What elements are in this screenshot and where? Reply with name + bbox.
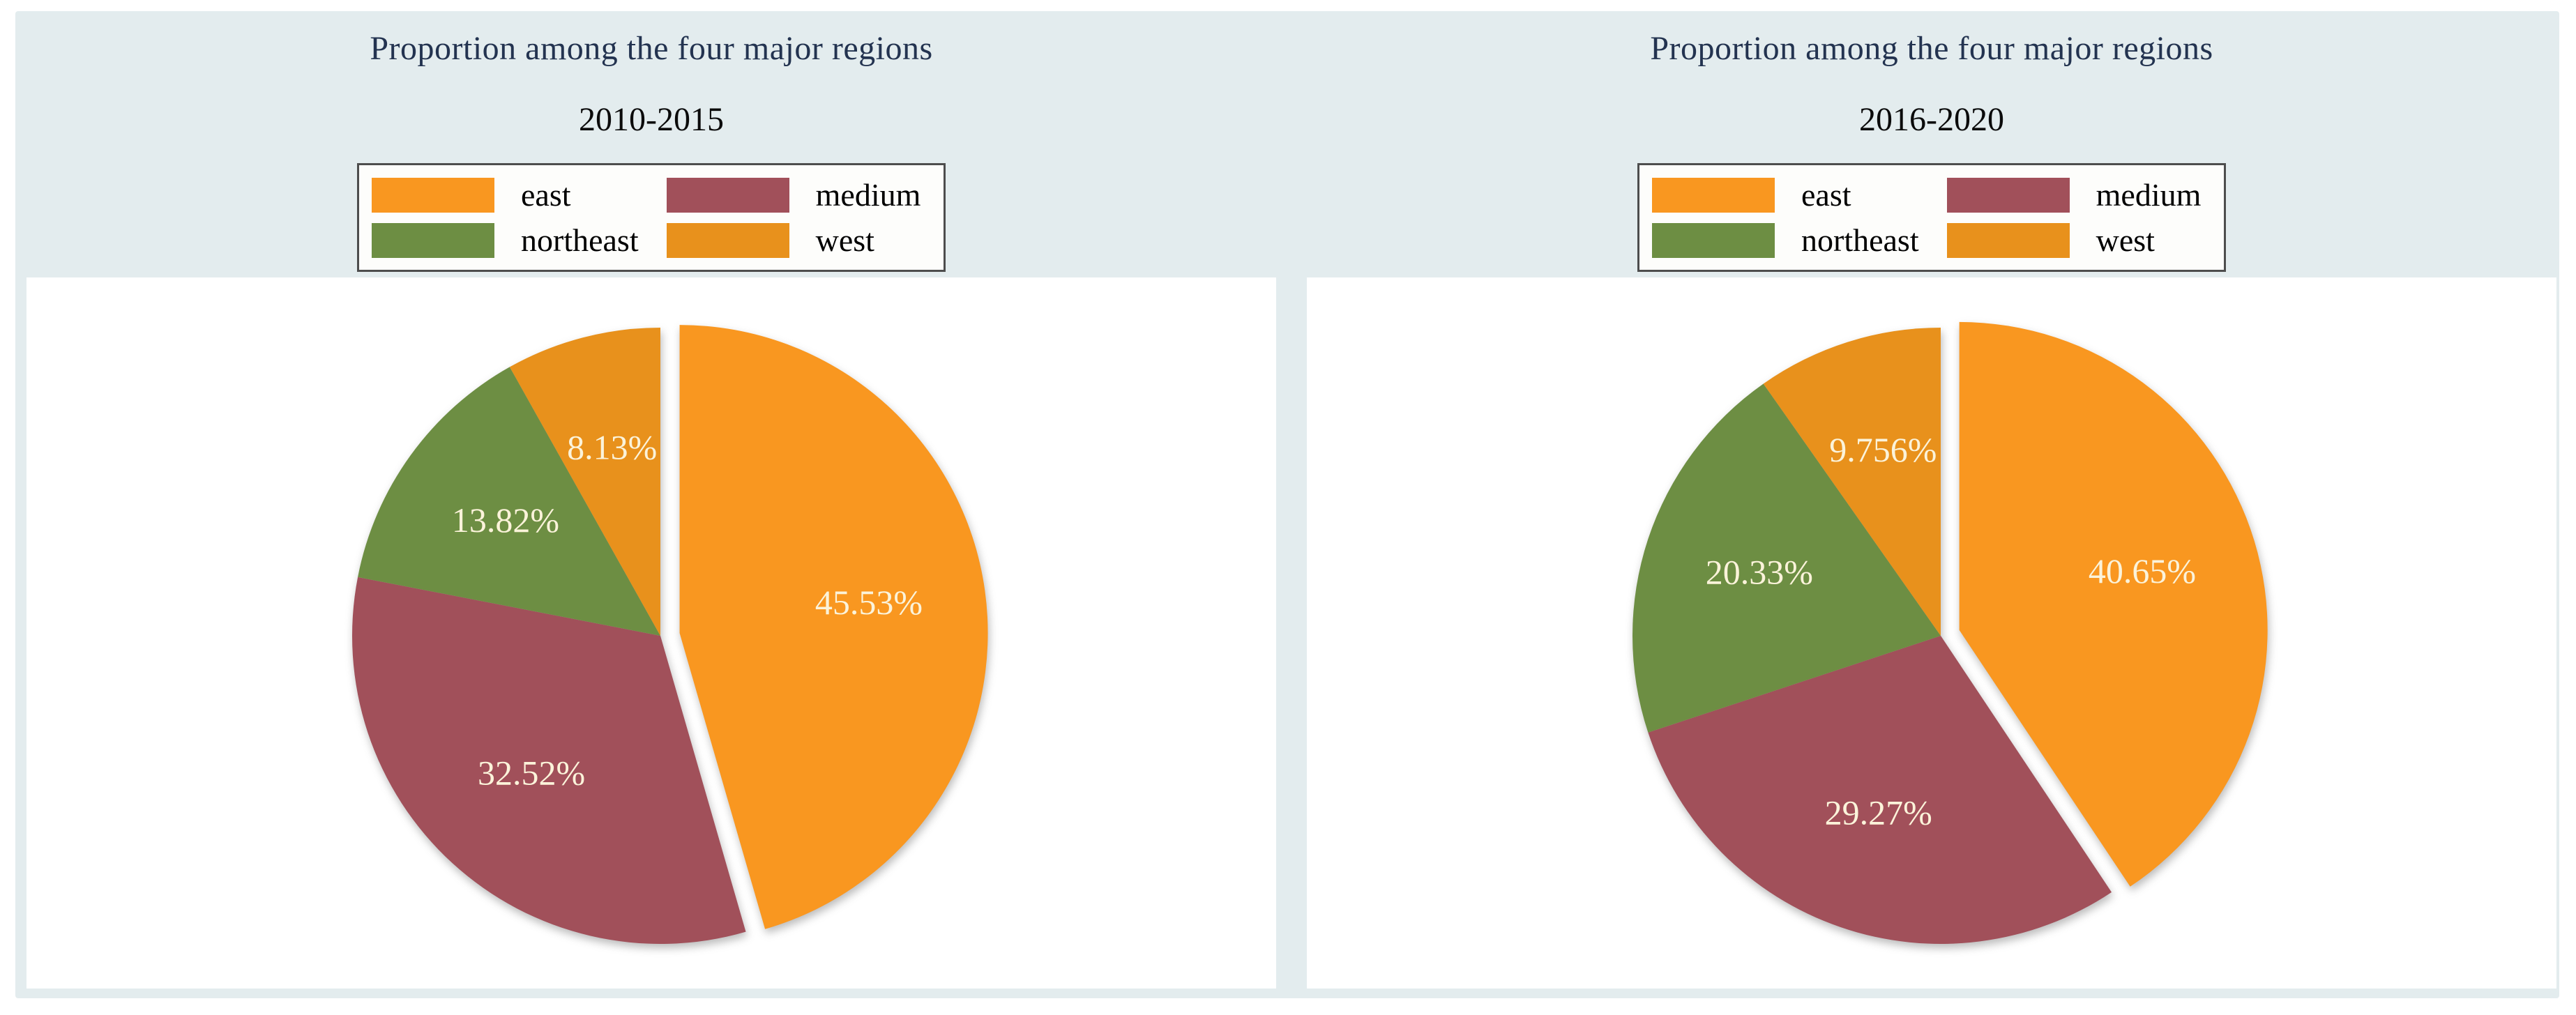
pct-label-west: 8.13% xyxy=(567,427,657,466)
pie-slice-northeast xyxy=(358,367,660,636)
pie-slice-northeast xyxy=(1632,383,1941,733)
legend-item-east: east xyxy=(372,176,639,214)
legend-swatch-west xyxy=(1946,222,2070,258)
legend-label-west: west xyxy=(815,222,874,258)
plot-area: 40.65% 29.27% 20.33% 9.756% xyxy=(1307,277,2556,989)
chart-panel-2010-2015: Proportion among the four major regions … xyxy=(26,11,1276,998)
chart-title: Proportion among the four major regions xyxy=(370,30,933,67)
legend-swatch-east xyxy=(1652,177,1775,213)
legend-swatch-northeast xyxy=(372,222,494,258)
legend-item-northeast: northeast xyxy=(372,222,639,259)
legend-swatch-west xyxy=(666,222,789,258)
legend-item-west: west xyxy=(1946,222,2211,259)
pct-label-west: 9.756% xyxy=(1829,430,1937,469)
pie-slice-west xyxy=(1763,328,1941,636)
legend: east medium northeast west xyxy=(1637,163,2226,272)
pct-label-northeast: 13.82% xyxy=(452,501,559,540)
legend-label-east: east xyxy=(521,176,571,213)
legend-swatch-medium xyxy=(666,177,789,213)
figure-background: Proportion among the four major regions … xyxy=(15,11,2559,998)
pct-label-northeast: 20.33% xyxy=(1706,552,1813,591)
pie-chart-2010-2015: 45.53% 32.52% 13.82%8.13% xyxy=(351,325,988,945)
legend-swatch-medium xyxy=(1946,177,2070,213)
pie-slice-west xyxy=(509,328,660,636)
pie-chart-2016-2020: 40.65% 29.27% 20.33% 9.756% xyxy=(1632,321,2268,944)
legend-label-west: west xyxy=(2096,222,2155,258)
legend-swatch-east xyxy=(372,177,494,213)
legend-label-medium: medium xyxy=(815,176,921,213)
pct-label-east: 40.65% xyxy=(2089,551,2196,590)
pct-label-medium: 32.52% xyxy=(478,754,585,793)
legend-label-northeast: northeast xyxy=(521,222,639,258)
legend-item-medium: medium xyxy=(1946,176,2211,214)
legend-label-northeast: northeast xyxy=(1801,222,1919,258)
legend-item-medium: medium xyxy=(666,176,931,214)
legend-item-northeast: northeast xyxy=(1652,222,1919,259)
plot-area: 45.53% 32.52% 13.82% 8.13% xyxy=(26,277,1276,989)
chart-title: Proportion among the four major regions xyxy=(1650,30,2213,67)
chart-subtitle: 2010-2015 xyxy=(579,101,724,138)
legend-item-east: east xyxy=(1652,176,1919,214)
pct-label-medium: 29.27% xyxy=(1825,793,1932,832)
legend: east medium northeast west xyxy=(357,163,946,272)
legend-swatch-northeast xyxy=(1652,222,1775,258)
chart-subtitle: 2016-2020 xyxy=(1859,101,2004,138)
pie-slice-east xyxy=(1959,321,2268,887)
pie-slice-medium xyxy=(1648,636,2112,944)
pie-slice-medium xyxy=(351,577,746,945)
pct-label-east: 45.53% xyxy=(815,583,923,622)
legend-label-medium: medium xyxy=(2096,176,2202,213)
pie-slice-east xyxy=(679,325,988,929)
chart-panel-2016-2020: Proportion among the four major regions … xyxy=(1307,11,2556,998)
legend-label-east: east xyxy=(1801,176,1851,213)
legend-item-west: west xyxy=(666,222,931,259)
